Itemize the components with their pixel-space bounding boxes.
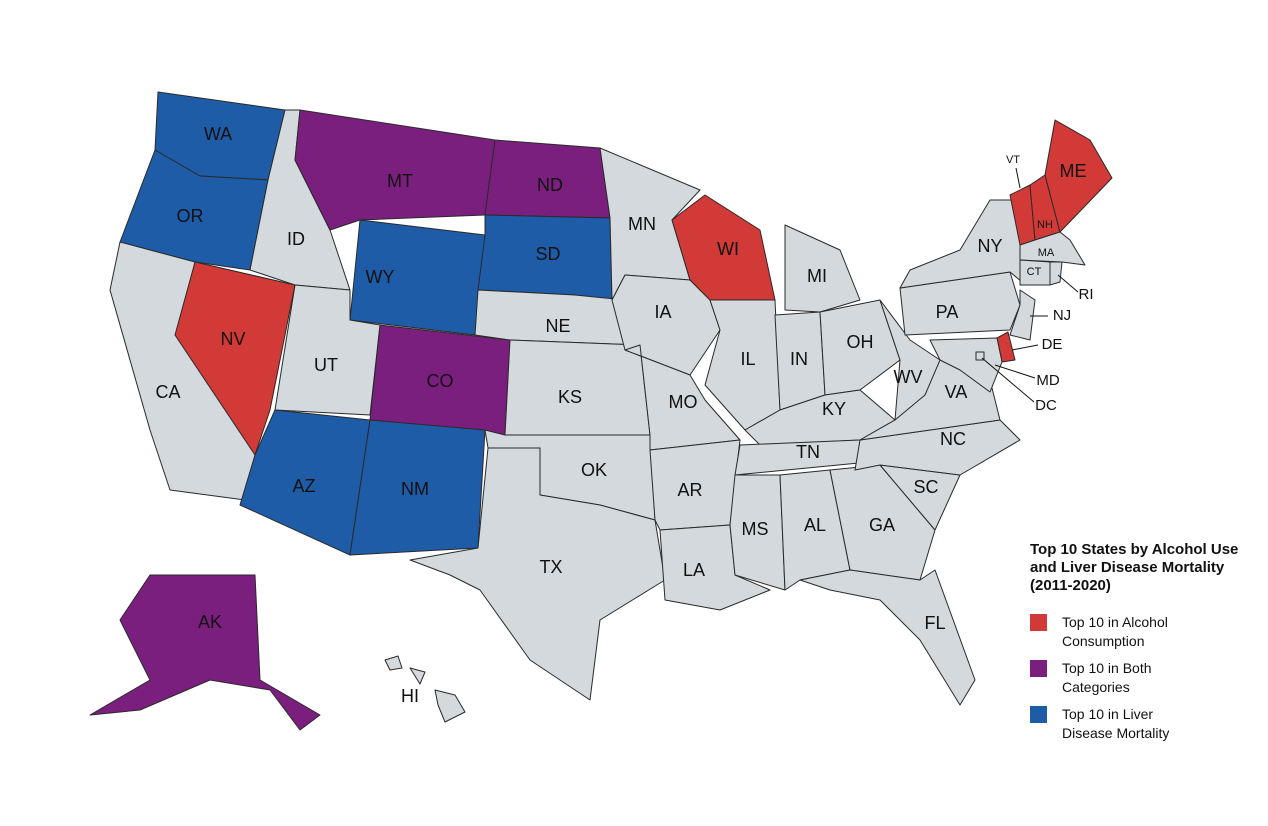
state-label: FL bbox=[924, 613, 945, 633]
state-label: MT bbox=[387, 171, 413, 191]
state-shape bbox=[729, 474, 786, 591]
state-shape bbox=[384, 655, 466, 723]
state-shape bbox=[819, 299, 901, 396]
legend-label: Top 10 in Alcohol Consumption bbox=[1062, 614, 1168, 649]
leader-line bbox=[1011, 344, 1039, 351]
state-label: OH bbox=[847, 332, 874, 352]
state-label: AL bbox=[804, 515, 826, 535]
state-shape bbox=[1049, 261, 1063, 286]
legend-label: Top 10 in Both Categories bbox=[1062, 660, 1152, 695]
state-label: DC bbox=[1035, 397, 1057, 414]
state-label: AK bbox=[198, 612, 222, 632]
leader-line bbox=[994, 364, 1036, 379]
state-label: IA bbox=[654, 302, 671, 322]
leader-line bbox=[1015, 167, 1021, 189]
state-label: OR bbox=[177, 206, 204, 226]
state-label: NM bbox=[401, 479, 429, 499]
legend: Top 10 States by Alcohol Use and Liver D… bbox=[1030, 541, 1250, 751]
state-label: SC bbox=[913, 477, 938, 497]
state-shape bbox=[1009, 289, 1036, 341]
legend-item: Top 10 in Alcohol Consumption bbox=[1030, 613, 1250, 651]
state-label: SD bbox=[535, 244, 560, 264]
legend-swatch bbox=[1030, 706, 1047, 723]
state-shape bbox=[409, 447, 666, 701]
state-label: LA bbox=[683, 560, 705, 580]
state-label: NE bbox=[545, 316, 570, 336]
legend-swatch bbox=[1030, 660, 1047, 677]
legend-item: Top 10 in Both Categories bbox=[1030, 659, 1250, 697]
state-label: KS bbox=[558, 387, 582, 407]
state-label: MO bbox=[669, 392, 698, 412]
state-shape bbox=[799, 569, 976, 706]
state-label: ME bbox=[1060, 161, 1087, 181]
state-label: OK bbox=[581, 460, 607, 480]
state-label: CA bbox=[155, 382, 180, 402]
state-shape bbox=[1044, 119, 1113, 233]
state-label: WV bbox=[894, 367, 923, 387]
state-label: MD bbox=[1036, 372, 1059, 389]
state-label: MS bbox=[742, 519, 769, 539]
state-label: ND bbox=[537, 175, 563, 195]
state-label: RI bbox=[1079, 286, 1094, 303]
state-label: MA bbox=[1038, 247, 1055, 259]
state-label: MN bbox=[628, 214, 656, 234]
legend-item: Top 10 in Liver Disease Mortality bbox=[1030, 705, 1250, 743]
state-label: IL bbox=[740, 349, 755, 369]
state-label: KY bbox=[822, 399, 846, 419]
state-label: MI bbox=[807, 266, 827, 286]
state-label: VT bbox=[1006, 154, 1020, 166]
state-label: AZ bbox=[292, 476, 315, 496]
state-label: NC bbox=[940, 429, 966, 449]
state-label: VA bbox=[945, 382, 968, 402]
state-label: ID bbox=[287, 229, 305, 249]
state-label: NY bbox=[977, 236, 1002, 256]
state-label: WY bbox=[366, 267, 395, 287]
state-label: UT bbox=[314, 355, 338, 375]
state-label: PA bbox=[936, 302, 959, 322]
legend-label: Top 10 in Liver Disease Mortality bbox=[1062, 706, 1170, 741]
state-shape bbox=[784, 224, 861, 313]
legend-title: Top 10 States by Alcohol Use and Liver D… bbox=[1030, 541, 1239, 594]
state-shape bbox=[239, 409, 371, 556]
state-label: NV bbox=[220, 329, 245, 349]
legend-items: Top 10 in Alcohol Consumption Top 10 in B… bbox=[1030, 613, 1250, 743]
state-label: WA bbox=[204, 124, 232, 144]
state-label: TX bbox=[539, 557, 562, 577]
state-shape bbox=[879, 299, 941, 421]
state-label: IN bbox=[790, 349, 808, 369]
state-label: HI bbox=[401, 686, 419, 706]
state-label: NH bbox=[1037, 219, 1053, 231]
state-label: TN bbox=[796, 442, 820, 462]
legend-swatch bbox=[1030, 614, 1047, 631]
leader-line bbox=[981, 357, 1035, 403]
state-label: AR bbox=[677, 480, 702, 500]
state-label: DE bbox=[1042, 336, 1063, 353]
state-label: CO bbox=[427, 371, 454, 391]
state-label: CT bbox=[1027, 266, 1042, 278]
leader-line bbox=[1057, 274, 1079, 293]
state-label: GA bbox=[869, 515, 895, 535]
state-label: NJ bbox=[1053, 307, 1071, 324]
state-label: WI bbox=[717, 239, 739, 259]
state-shape bbox=[89, 574, 321, 731]
